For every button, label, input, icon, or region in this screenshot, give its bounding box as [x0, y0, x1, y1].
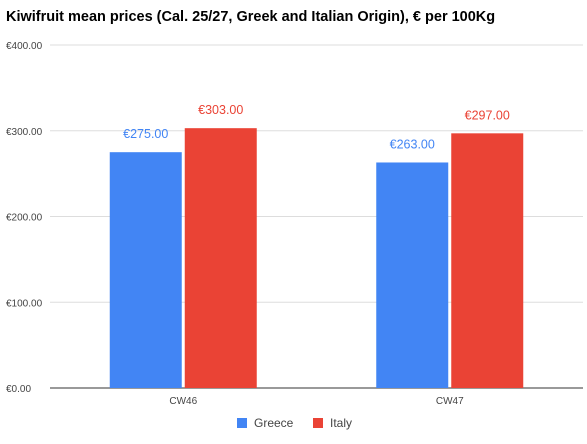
chart-title: Kiwifruit mean prices (Cal. 25/27, Greek…: [6, 9, 495, 25]
x-tick-label: CW47: [436, 396, 464, 407]
data-label: €303.00: [198, 103, 243, 117]
bar-italy-cw46: [184, 128, 257, 389]
bar-greece-cw47: [376, 162, 449, 388]
legend-swatch-italy: [313, 418, 323, 428]
data-label: €263.00: [390, 137, 435, 151]
data-label: €275.00: [123, 127, 168, 141]
y-tick-label: €0.00: [6, 384, 31, 395]
x-tick-label: CW46: [169, 396, 197, 407]
y-tick-label: €400.00: [6, 41, 43, 52]
y-tick-label: €200.00: [6, 213, 43, 224]
data-label: €297.00: [465, 108, 510, 122]
bar-italy-cw47: [451, 133, 524, 388]
legend-swatch-greece: [237, 418, 247, 428]
bar-greece-cw46: [109, 152, 182, 388]
legend-label-italy: Italy: [330, 416, 352, 430]
y-tick-label: €300.00: [6, 127, 43, 138]
legend-label-greece: Greece: [254, 416, 294, 430]
y-tick-label: €100.00: [6, 298, 43, 309]
